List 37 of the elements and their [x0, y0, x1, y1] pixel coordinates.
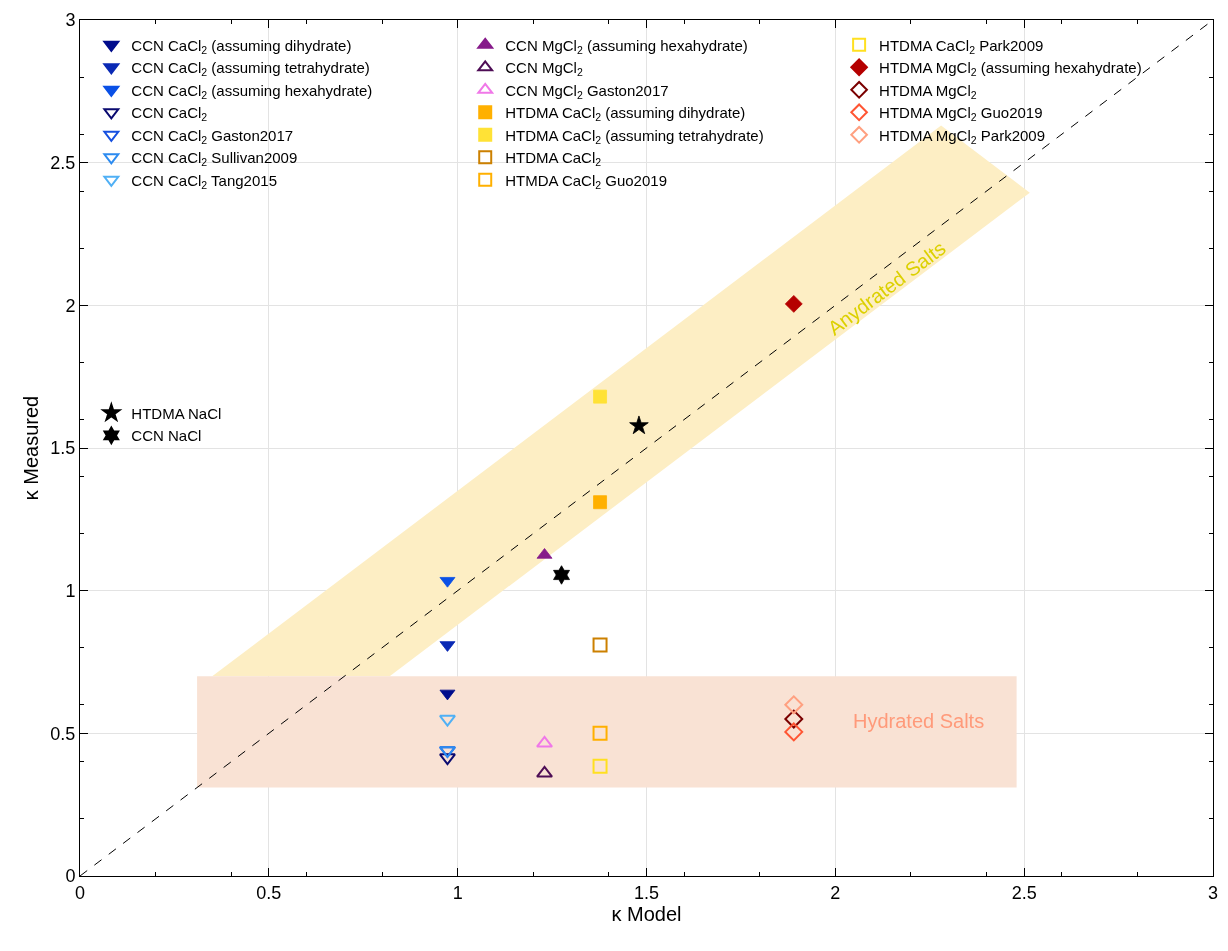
legend-label: HTDMA MgCl$_{2}$ Guo2019: [879, 104, 1043, 124]
x-tick-label: 1.5: [633, 882, 660, 903]
legend-label: HTDMA CaCl$_{2}$ Park2009: [879, 36, 1044, 56]
x-tick-label: 0.5: [256, 882, 282, 903]
legend-label: CCN MgCl$_{2}$ Gaston2017: [505, 81, 669, 101]
legend-label: CCN CaCl$_{2}$ (assuming tetrahydrate): [131, 59, 370, 79]
legend-label: CCN CaCl$_{2}$ Sullivan2009: [131, 149, 298, 169]
legend-label: HTDMA MgCl$_{2}$ Park2009: [879, 126, 1046, 146]
legend-label: CCN CaCl$_{2}$ Gaston2017: [131, 126, 294, 146]
x-tick-label: 2.5: [1011, 882, 1037, 903]
legend-label: CCN CaCl$_{2}$: [131, 104, 208, 124]
y-tick-label: 1: [65, 580, 76, 601]
legend-label: CCN CaCl$_{2}$ (assuming hexahydrate): [131, 81, 373, 101]
y-tick-label: 0.5: [50, 723, 76, 744]
x-tick-label: 1: [452, 882, 463, 903]
legend-label: HTMDA CaCl$_{2}$ Guo2019: [505, 171, 667, 191]
legend-label: CCN MgCl$_{2}$: [505, 59, 583, 79]
y-tick-label: 3: [65, 10, 76, 31]
legend-label: HTDMA MgCl$_{2}$: [879, 81, 977, 101]
annotation: Hydrated Salts: [853, 710, 985, 732]
x-tick-label: 2: [830, 882, 841, 903]
legend-label: HTDMA CaCl$_{2}$: [505, 149, 602, 169]
legend-label: CCN CaCl$_{2}$ (assuming dihydrate): [131, 36, 352, 56]
y-axis-title: κ Measured: [19, 395, 42, 501]
legend-label: CCN CaCl$_{2}$ Tang2015: [131, 171, 277, 191]
x-axis-title: κ Model: [611, 902, 682, 925]
legend-label: CCN NaCl: [131, 427, 202, 445]
x-tick-label: 3: [1207, 882, 1219, 903]
legend-label: CCN MgCl$_{2}$ (assuming hexahydrate): [505, 36, 748, 56]
legend-label: HTDMA MgCl$_{2}$ (assuming hexahydrate): [879, 59, 1142, 79]
legend-label: HTDMA CaCl$_{2}$ (assuming dihydrate): [505, 104, 746, 124]
y-tick-label: 2.5: [50, 152, 76, 173]
legend-label: HTDMA NaCl: [131, 404, 222, 422]
y-tick-label: 0: [65, 866, 76, 887]
y-tick-label: 1.5: [50, 438, 76, 459]
legend-label: HTDMA CaCl$_{2}$ (assuming tetrahydrate): [505, 126, 764, 146]
y-tick-label: 2: [65, 295, 76, 316]
